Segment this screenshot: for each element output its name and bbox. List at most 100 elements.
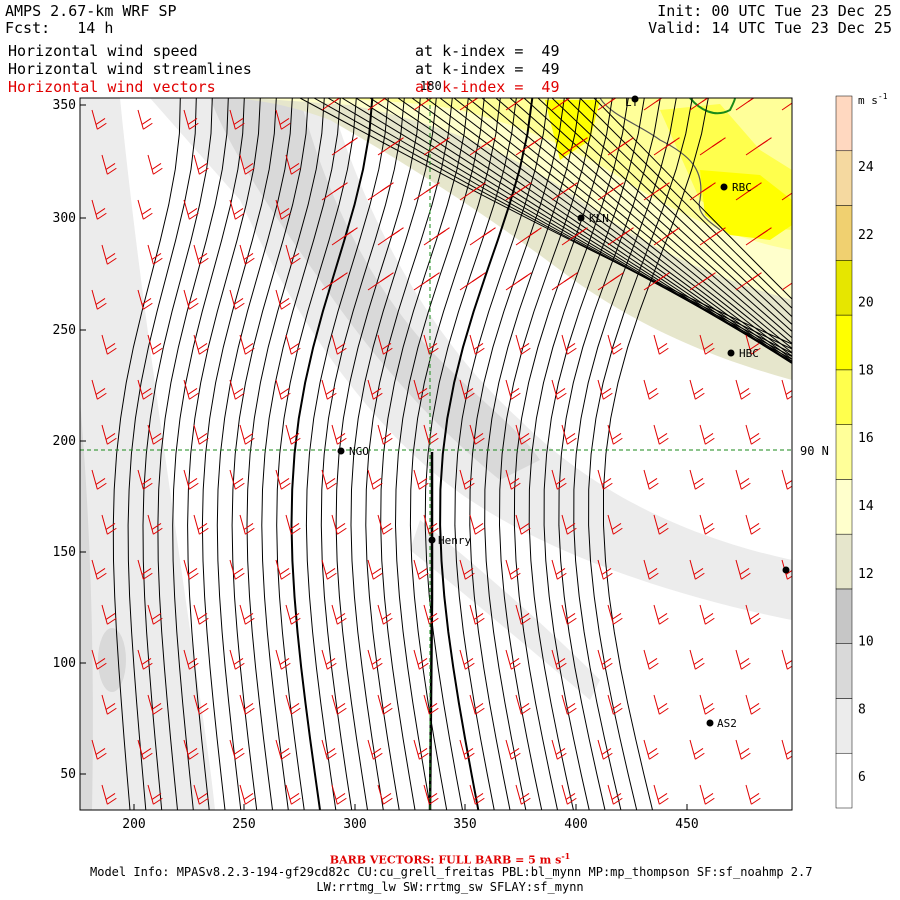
wind-barb	[561, 424, 577, 445]
wind-barb	[699, 227, 726, 246]
wind-barb	[745, 694, 761, 715]
wind-barb	[505, 272, 532, 291]
wind-barb	[183, 109, 199, 130]
wind-barb	[781, 102, 792, 111]
wind-barb	[377, 227, 404, 246]
wind-barb	[781, 192, 792, 201]
wind-barb	[735, 469, 751, 490]
wind-barb	[229, 469, 245, 490]
wind-barb	[653, 784, 669, 805]
wind-barb	[689, 739, 705, 760]
wind-barb	[597, 469, 613, 490]
parallel-label: 90 N	[800, 444, 829, 458]
wind-barb	[377, 784, 393, 805]
wind-barb	[137, 739, 153, 760]
field-level-streamlines: at k-index = 49	[415, 60, 560, 78]
streamline	[454, 98, 549, 810]
wind-barb	[183, 379, 199, 400]
wind-barb	[331, 227, 358, 246]
streamline	[528, 98, 629, 810]
model-info-2: LW:rrtmg_lw SW:rrtmg_sw SFLAY:sf_mynn	[316, 880, 584, 894]
wind-barb	[275, 379, 291, 400]
wind-barb	[745, 784, 761, 805]
wind-barb	[377, 514, 393, 535]
wind-barb	[469, 604, 485, 625]
streamline	[453, 98, 792, 360]
wind-barb	[367, 649, 383, 670]
wind-barb	[285, 154, 301, 175]
wind-barb	[469, 424, 485, 445]
wind-barb	[745, 227, 772, 246]
colorbar-tick-label: 14	[858, 499, 874, 514]
streamline	[383, 98, 792, 364]
wind-barb	[505, 182, 532, 201]
wind-barb	[147, 154, 163, 175]
wind-barb	[367, 469, 383, 490]
wind-barb	[459, 739, 475, 760]
wind-barb	[101, 154, 117, 175]
wind-barb	[423, 334, 439, 355]
wind-barb	[469, 514, 485, 535]
wind-barb	[331, 784, 347, 805]
svg-text:Henry: Henry	[438, 534, 471, 547]
wind-barb	[321, 469, 337, 490]
wind-barb	[91, 379, 107, 400]
wind-barb	[745, 604, 761, 625]
wind-barb	[597, 272, 624, 291]
streamline	[565, 98, 792, 318]
wind-barb	[643, 272, 670, 291]
wind-barb	[745, 334, 761, 355]
wind-barb	[653, 227, 680, 246]
colorbar-tick-label: 10	[858, 635, 874, 650]
valid-time: Valid: 14 UTC Tue 23 Dec 25	[648, 19, 892, 37]
streamline	[112, 98, 181, 810]
map-frame	[79, 97, 793, 811]
wind-barb	[699, 784, 715, 805]
wind-barb	[147, 244, 163, 265]
wind-barb	[607, 424, 623, 445]
wind-barb	[469, 137, 496, 156]
wind-barb	[377, 137, 404, 156]
station-henry: Henry	[428, 534, 471, 547]
wind-barb	[367, 272, 394, 291]
streamline	[495, 98, 792, 349]
wind-barb	[689, 182, 716, 201]
x-tick-label: 400	[564, 817, 587, 832]
init-time: Init: 00 UTC Tue 23 Dec 25	[657, 2, 892, 20]
wind-barb	[413, 649, 429, 670]
field-level-vectors: at k-index = 49	[415, 78, 560, 96]
field-label-vectors: Horizontal wind vectors	[8, 78, 216, 96]
wind-barb	[147, 694, 163, 715]
wind-barb	[321, 379, 337, 400]
wind-barb	[561, 227, 588, 246]
wind-barb	[735, 649, 751, 670]
streamline	[276, 98, 357, 810]
wind-barb	[689, 379, 705, 400]
wind-barb	[321, 98, 341, 111]
wind-barb	[275, 469, 291, 490]
y-tick-label: 300	[53, 211, 76, 226]
wind-barb	[183, 469, 199, 490]
colorbar-swatch	[835, 424, 853, 480]
wind-barb	[285, 514, 301, 535]
colorbar-swatch	[835, 150, 853, 206]
model-info: Model Info: MPASv8.2.3-194-gf29cd82c CU:…	[90, 865, 813, 879]
wind-barb	[515, 424, 531, 445]
colorbar-tick-label: 6	[858, 770, 866, 785]
wind-barb	[275, 289, 291, 310]
y-tick-label: 100	[53, 656, 76, 671]
wind-barb	[689, 649, 705, 670]
streamline	[380, 98, 469, 810]
wind-barb	[699, 424, 715, 445]
wind-barb	[653, 334, 669, 355]
wind-barb	[183, 199, 199, 220]
station-as2: AS2	[706, 717, 737, 730]
meridian-label: 180	[420, 79, 442, 93]
wind-barb	[101, 694, 117, 715]
wind-barb	[643, 469, 659, 490]
wind-barb	[147, 424, 163, 445]
x-tick-label: 300	[343, 817, 366, 832]
wind-barb	[413, 182, 440, 201]
wind-barb	[515, 334, 531, 355]
wind-barb	[229, 199, 245, 220]
